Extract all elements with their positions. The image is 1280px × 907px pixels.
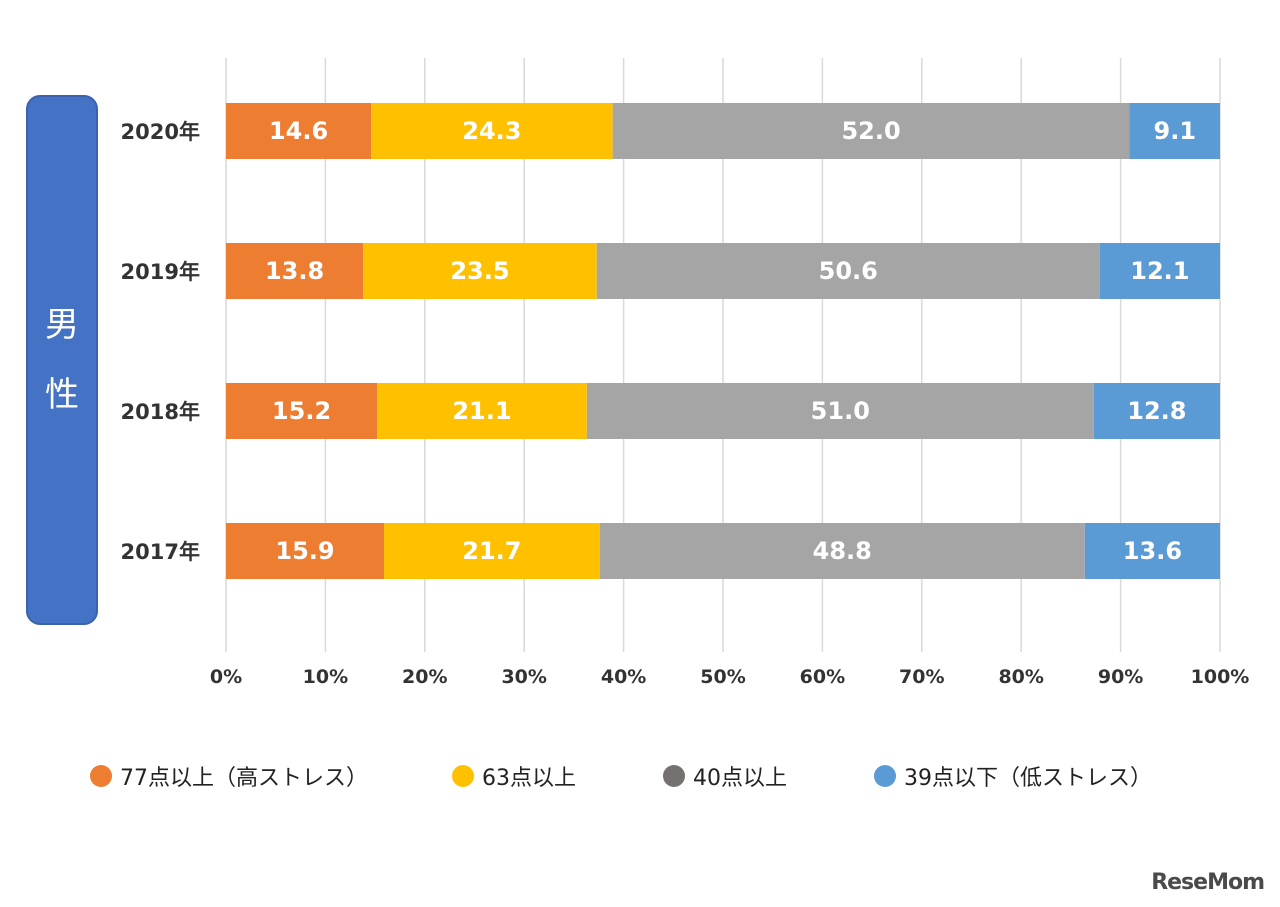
bar-segment [1129, 103, 1220, 159]
side-label-char-1: 男 [45, 305, 79, 345]
bar-segment [226, 243, 364, 299]
bar-segment [226, 103, 372, 159]
x-tick-label: 40% [601, 666, 646, 688]
bar-segment [612, 103, 1130, 159]
bar-value-label: 15.2 [272, 397, 331, 425]
legend-label-high-stress: 77点以上（高ストレス） [120, 766, 368, 791]
bar-value-label: 13.6 [1123, 537, 1182, 565]
side-label-char-2: 性 [45, 375, 79, 415]
category-label: 2019年 [121, 260, 200, 284]
resemom-logo: ReseMom [1151, 870, 1265, 895]
legend-item-40-plus: 40点以上 [663, 760, 787, 792]
bar-value-label: 9.1 [1154, 117, 1197, 145]
legend-label-low-stress: 39点以下（低ストレス） [904, 766, 1152, 791]
bar-value-label: 24.3 [462, 117, 521, 145]
bar-value-label: 50.6 [819, 257, 878, 285]
x-tick-label: 50% [700, 666, 745, 688]
x-tick-label: 20% [402, 666, 447, 688]
bar-segment [377, 383, 587, 439]
x-tick-label: 30% [501, 666, 546, 688]
bar-segment [1099, 243, 1220, 299]
bar-value-label: 23.5 [450, 257, 509, 285]
legend-label-40-plus: 40点以上 [693, 766, 787, 791]
bar-value-label: 12.1 [1130, 257, 1189, 285]
category-label: 2017年 [121, 540, 200, 564]
x-tick-label: 90% [1098, 666, 1143, 688]
legend-item-low-stress: 39点以下（低ストレス） [874, 760, 1152, 792]
bar-segment [1084, 523, 1220, 579]
bar-segment [1093, 383, 1220, 439]
x-tick-label: 60% [800, 666, 845, 688]
x-tick-label: 100% [1191, 666, 1250, 688]
legend-dot-low-stress [874, 765, 896, 787]
bar-value-label: 14.6 [269, 117, 328, 145]
bar-segment [226, 383, 378, 439]
chart-legend: 77点以上（高ストレス） 63点以上 40点以上 39点以下（低ストレス） [0, 760, 1280, 796]
bar-segment [363, 243, 597, 299]
category-label: 2020年 [121, 120, 200, 144]
legend-dot-40-plus [663, 765, 685, 787]
gender-side-label: 男 性 [26, 95, 98, 625]
bar-value-label: 12.8 [1127, 397, 1186, 425]
bar-segment [371, 103, 613, 159]
legend-item-high-stress: 77点以上（高ストレス） [90, 760, 368, 792]
bar-value-label: 21.1 [452, 397, 511, 425]
watermark-text: ReseMom [1151, 870, 1265, 895]
category-label: 2018年 [121, 400, 200, 424]
legend-label-63-plus: 63点以上 [482, 766, 576, 791]
bar-segment [226, 523, 385, 579]
bar-segment [599, 523, 1085, 579]
bar-value-label: 15.9 [275, 537, 334, 565]
bar-segment [596, 243, 1100, 299]
bar-value-label: 52.0 [841, 117, 900, 145]
x-tick-label: 80% [998, 666, 1043, 688]
bar-value-label: 13.8 [265, 257, 324, 285]
bar-segment [384, 523, 600, 579]
bar-value-label: 51.0 [811, 397, 870, 425]
legend-item-63-plus: 63点以上 [452, 760, 576, 792]
x-tick-label: 0% [210, 666, 242, 688]
legend-dot-63-plus [452, 765, 474, 787]
bar-value-label: 21.7 [462, 537, 521, 565]
bar-value-label: 48.8 [813, 537, 872, 565]
legend-dot-high-stress [90, 765, 112, 787]
x-tick-label: 10% [303, 666, 348, 688]
bar-segment [586, 383, 1094, 439]
x-tick-label: 70% [899, 666, 944, 688]
